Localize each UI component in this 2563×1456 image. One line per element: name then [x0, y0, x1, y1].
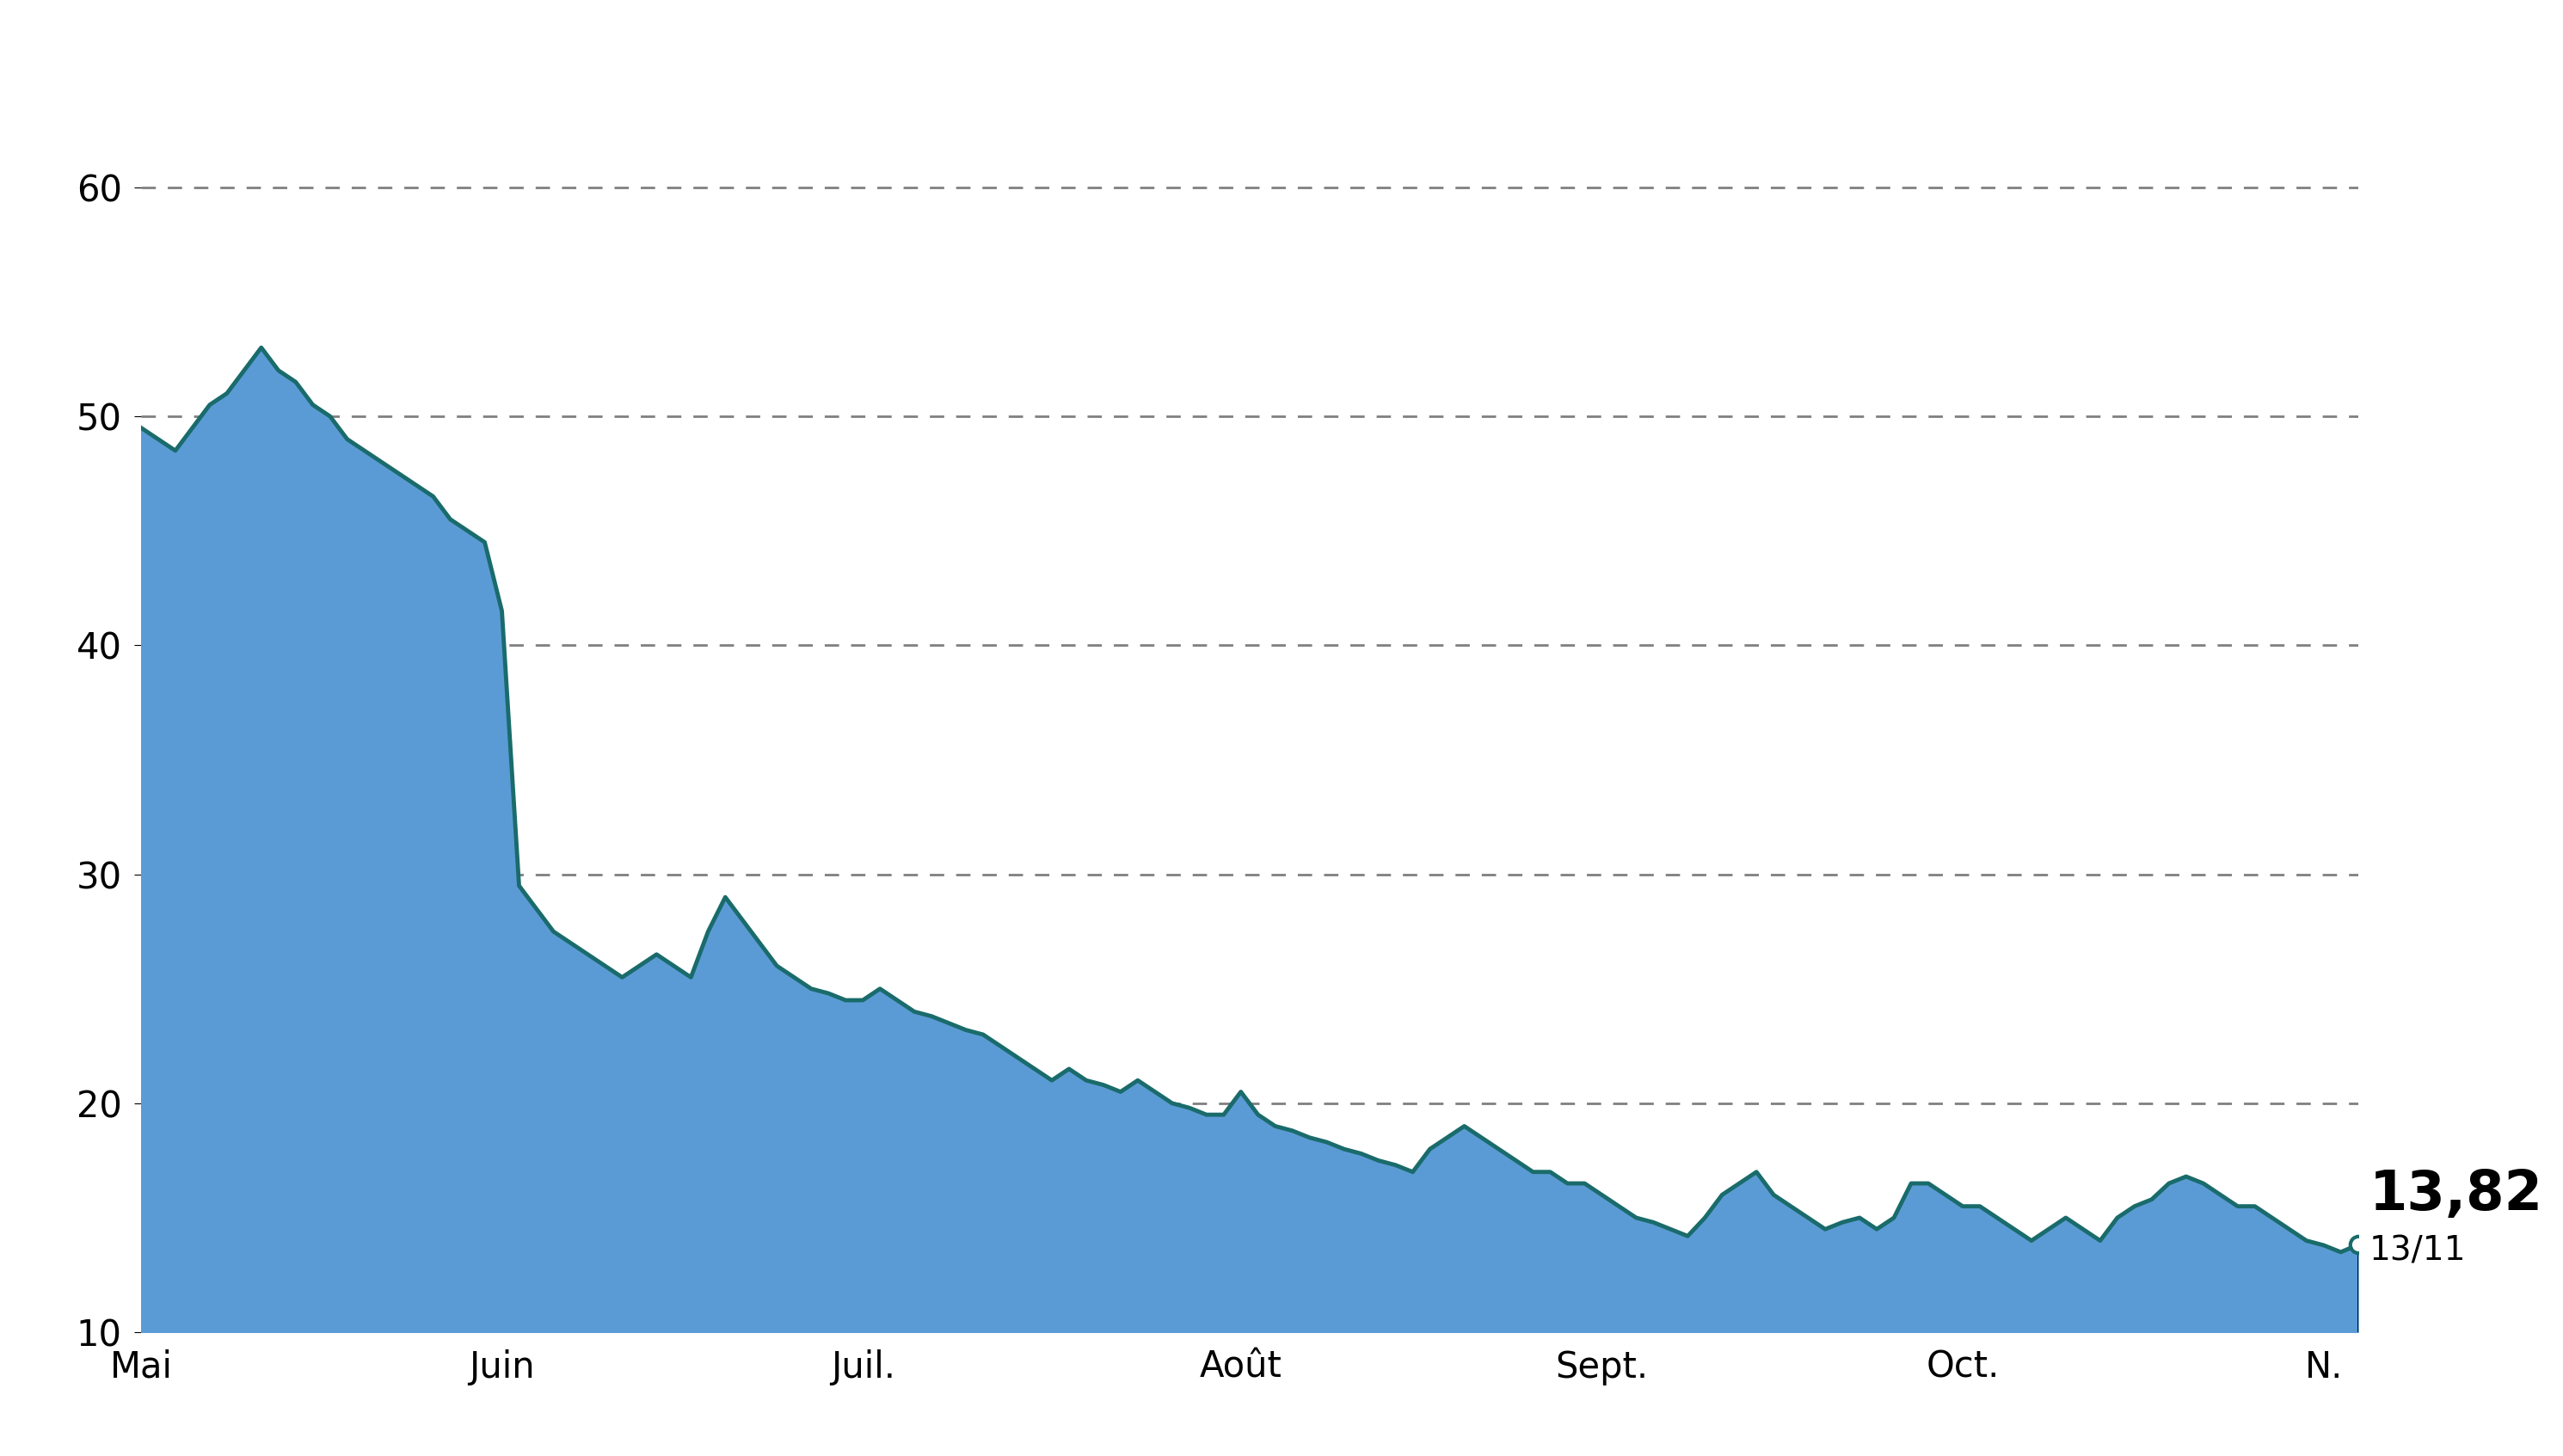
Text: SMA Solar Technology AG: SMA Solar Technology AG [697, 25, 1866, 103]
Text: 13,82: 13,82 [2368, 1168, 2542, 1222]
Text: 13/11: 13/11 [2368, 1235, 2466, 1267]
